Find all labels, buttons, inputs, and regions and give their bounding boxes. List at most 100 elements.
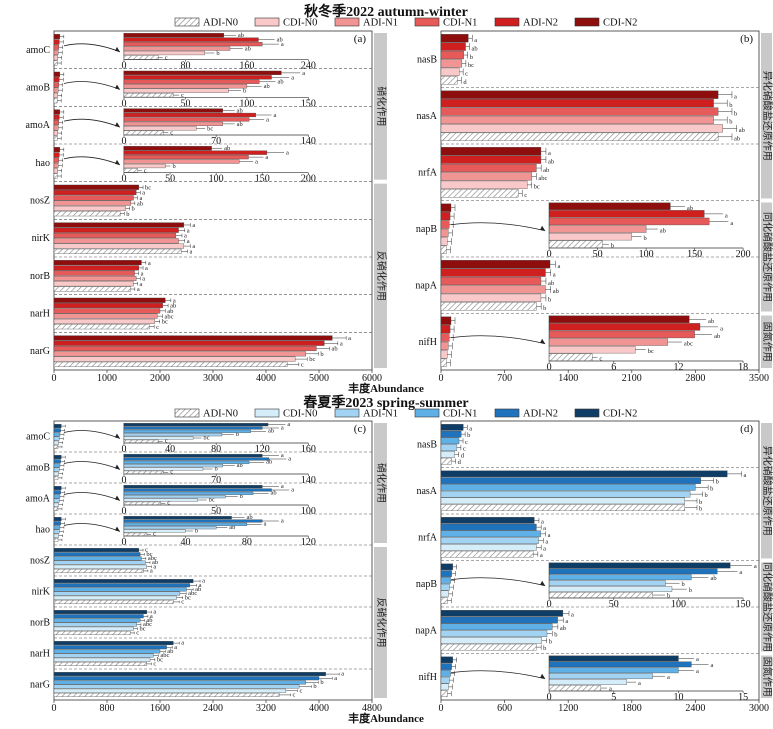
bar: [53, 130, 58, 136]
inset-tick-label: 80: [242, 537, 252, 548]
bar: [53, 77, 60, 83]
panel: (d) 0 600 1200 1800 2400 3000 异化硝酸盐还原作用同化硝酸盐还原作…: [415, 420, 773, 714]
significance-letter: b: [236, 431, 239, 438]
significance-letter: b: [643, 235, 646, 242]
inset-bar: [123, 79, 260, 84]
bar: [440, 34, 469, 43]
bar: [53, 39, 60, 45]
legend-label: ADI-N2: [523, 18, 558, 29]
gene-label: napB: [416, 224, 437, 235]
significance-letter: b: [172, 163, 175, 170]
inset-tick-label: 0: [547, 599, 552, 610]
significance-letter: a: [140, 195, 143, 202]
inset-arrow: [63, 118, 121, 128]
inset-tick-label: 100: [209, 174, 224, 185]
significance-letter: b: [549, 638, 552, 645]
significance-letter: ab: [246, 514, 252, 521]
inset-bar: [123, 495, 226, 499]
significance-letter: a: [739, 569, 742, 576]
inset-tick-label: 50: [609, 599, 619, 610]
bar: [440, 563, 453, 571]
gene-label: amoA: [26, 494, 51, 505]
legend-swatch: [174, 408, 200, 418]
inset-tick-label: 240: [301, 61, 316, 72]
bar: [53, 672, 326, 677]
significance-letter: a: [548, 150, 551, 157]
bar: [53, 645, 167, 650]
bar: [53, 152, 60, 158]
bar: [440, 670, 451, 677]
inset-arrow: [63, 461, 121, 470]
bar: [53, 506, 59, 511]
inset-tick-label: 80: [180, 61, 190, 72]
inset-bar: [548, 655, 679, 662]
bar: [53, 303, 163, 309]
inset-bar: [123, 150, 268, 155]
legend-swatch: [494, 408, 520, 418]
significance-letter: b: [216, 50, 219, 57]
significance-letter: a: [192, 243, 195, 250]
bar: [440, 630, 548, 637]
arrow-head: [114, 46, 120, 52]
bar: [53, 630, 131, 635]
significance-letter: abc: [188, 590, 197, 597]
significance-letter: b: [126, 211, 129, 218]
inset-tick-label: 80: [211, 444, 221, 455]
inset-bar: [123, 50, 205, 56]
bar: [53, 618, 141, 623]
panel-label: (a): [354, 33, 367, 45]
bar: [440, 424, 464, 431]
significance-letter: b: [689, 587, 692, 594]
arrow-head: [114, 495, 120, 501]
significance-letter: ab: [277, 79, 283, 86]
inset-bar: [123, 526, 217, 530]
bar: [440, 212, 451, 221]
bar: [53, 162, 59, 168]
bar: [440, 163, 537, 173]
arrow-head: [114, 122, 120, 128]
bar: [53, 168, 58, 174]
significance-letter: ab: [543, 167, 549, 174]
bar: [440, 76, 458, 85]
x-tick-label: 0: [52, 703, 57, 714]
bar: [53, 560, 146, 565]
significance-letter: a: [150, 613, 153, 620]
significance-letter: a: [287, 421, 290, 428]
significance-letter: b: [543, 645, 546, 652]
bar: [440, 437, 460, 445]
significance-letter: ab: [734, 136, 740, 143]
bar: [53, 275, 137, 281]
bar: [53, 626, 134, 631]
panel: (b) 0 700 1400 2100 2800 3500 异化硝酸盐还原作用同化硝酸盐还原作…: [415, 30, 773, 384]
inset-bar: [548, 353, 593, 361]
significance-letter: ab: [146, 617, 152, 624]
significance-letter: ab: [167, 648, 173, 655]
significance-letter: bc: [157, 656, 163, 663]
bar: [53, 490, 61, 495]
bar: [53, 222, 185, 228]
inset-tick-label: 0: [121, 537, 126, 548]
inset-bar: [123, 426, 263, 430]
bar: [53, 147, 61, 153]
x-tick-label: 3500: [749, 373, 769, 384]
bar: [53, 653, 154, 658]
x-tick-label: 1600: [150, 703, 170, 714]
gene-label: nirK: [32, 587, 51, 598]
significance-letter: c: [181, 92, 184, 99]
legend-swatch: [254, 408, 280, 418]
bar: [440, 577, 451, 584]
inset-bar: [123, 488, 272, 492]
bar: [440, 341, 449, 351]
inset-arrow: [63, 492, 121, 501]
bar: [440, 203, 452, 212]
inset-arrow: [63, 430, 121, 439]
bar: [53, 98, 58, 104]
bar: [53, 356, 296, 362]
significance-letter: b: [699, 499, 702, 506]
inset-bar: [548, 240, 603, 248]
